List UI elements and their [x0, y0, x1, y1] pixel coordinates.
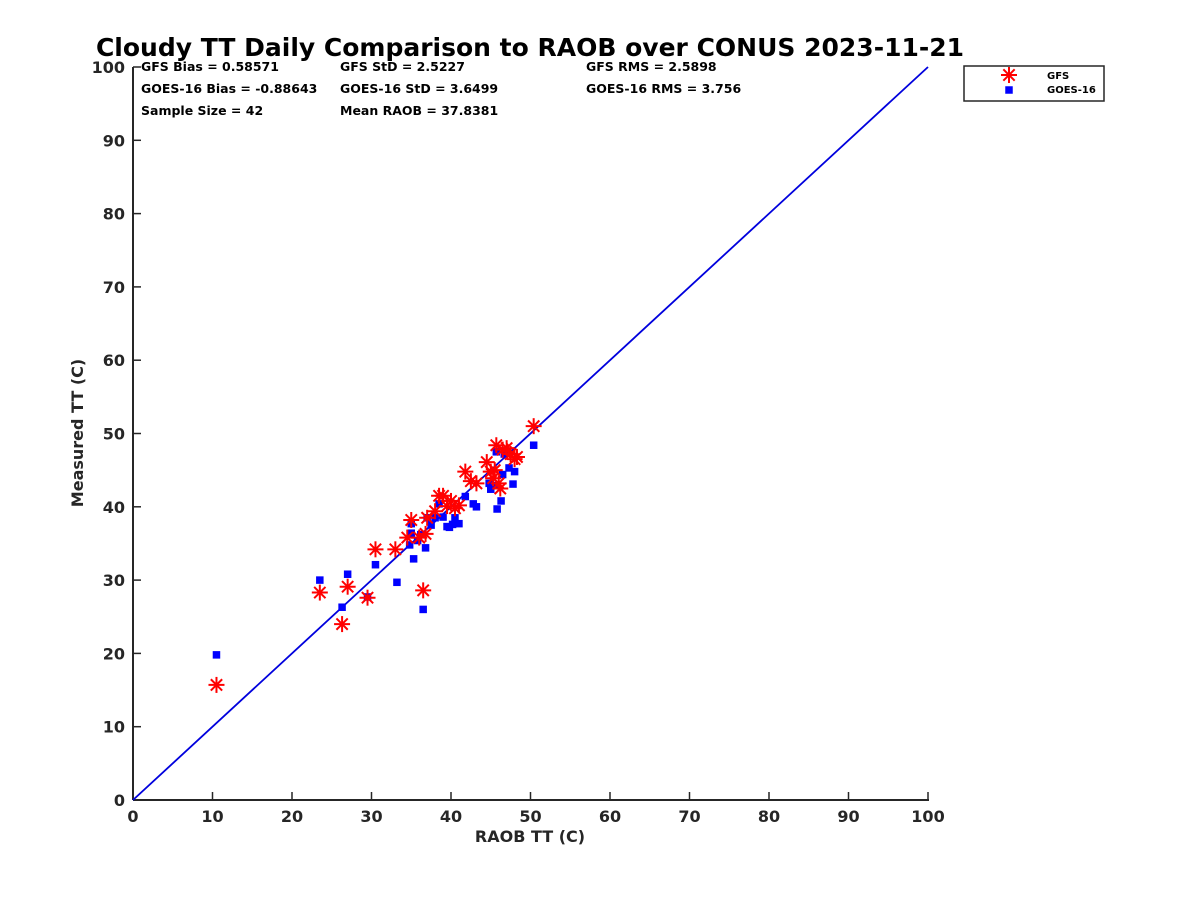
goes-rms-text: GOES-16 RMS = 3.756: [586, 81, 741, 96]
goes16-point: [498, 470, 507, 479]
goes16-point: [343, 570, 352, 578]
gfs-point: [486, 462, 503, 479]
goes16-point: [393, 578, 401, 587]
y-tick-label: 0: [114, 791, 125, 810]
goes16-point: [448, 520, 457, 529]
goes16-point: [371, 560, 380, 569]
y-tick-label: 50: [103, 425, 125, 444]
legend: GFS GOES-16: [963, 65, 1105, 102]
gfs-point: [387, 541, 404, 558]
goes16-point: [472, 503, 481, 511]
x-tick-label: 20: [281, 807, 303, 826]
goes16-point: [405, 541, 414, 549]
y-axis-label: Measured TT (C): [68, 359, 87, 507]
goes16-point: [451, 514, 459, 522]
goes16-point: [427, 521, 435, 529]
goes16-point: [505, 464, 513, 472]
y-ticks: 0 10 20 30 40 50 60 70 80 90 100: [92, 58, 141, 810]
x-tick-label: 10: [201, 807, 223, 826]
gfs-series: [208, 418, 542, 693]
gfs-point: [525, 418, 542, 435]
statistics-block: GFS Bias = 0.58571 GFS StD = 2.5227 GFS …: [141, 59, 741, 118]
y-tick-label: 20: [103, 644, 125, 663]
gfs-point: [419, 509, 436, 526]
x-axis-label: RAOB TT (C): [475, 827, 585, 846]
goes16-point: [455, 519, 463, 528]
y-tick-label: 60: [103, 351, 125, 370]
gfs-rms-text: GFS RMS = 2.5898: [586, 59, 717, 74]
goes16-point: [439, 513, 447, 521]
x-tick-label: 30: [360, 807, 382, 826]
y-tick-label: 30: [103, 571, 125, 590]
gfs-point: [311, 584, 328, 601]
legend-gfs-asterisk: [1001, 67, 1017, 83]
gfs-point: [450, 497, 467, 514]
goes16-point: [529, 441, 538, 449]
legend-goes16-square: [1005, 86, 1013, 94]
legend-box: [963, 65, 1105, 102]
goes16-point: [212, 651, 221, 659]
gfs-point: [508, 448, 525, 465]
goes16-point: [461, 492, 470, 501]
goes16-point: [419, 605, 427, 614]
gfs-point: [417, 525, 434, 542]
gfs-point: [367, 541, 384, 558]
goes-std-text: GOES-16 StD = 3.6499: [340, 81, 498, 96]
x-tick-label: 70: [678, 807, 700, 826]
one-to-one-reference-line: [132, 66, 929, 801]
y-tick-label: 10: [103, 718, 125, 737]
goes-bias-text: GOES-16 Bias = -0.88643: [141, 81, 317, 96]
goes16-point: [409, 555, 418, 563]
legend-gfs-marker: [1001, 67, 1017, 83]
gfs-std-text: GFS StD = 2.5227: [340, 59, 465, 74]
x-tick-label: 80: [758, 807, 780, 826]
gfs-point: [208, 676, 225, 693]
goes16-point: [497, 497, 505, 505]
x-tick-label: 40: [440, 807, 462, 826]
x-tick-label: 100: [911, 807, 944, 826]
legend-gfs-label: GFS: [1047, 71, 1069, 82]
y-tick-label: 70: [103, 278, 125, 297]
y-tick-label: 80: [103, 205, 125, 224]
goes16-point: [510, 467, 519, 476]
x-tick-label: 60: [599, 807, 621, 826]
mean-raob-text: Mean RAOB = 37.8381: [340, 103, 498, 118]
gfs-point: [339, 578, 356, 595]
gfs-point: [415, 582, 432, 599]
goes16-point: [338, 603, 346, 611]
chart-title: Cloudy TT Daily Comparison to RAOB over …: [96, 33, 964, 62]
legend-goes16-marker: [1005, 86, 1013, 94]
x-tick-label: 90: [837, 807, 859, 826]
gfs-point: [427, 503, 444, 520]
goes16-point: [421, 544, 430, 552]
gfs-point: [403, 511, 420, 528]
goes16-point: [435, 500, 443, 508]
y-tick-label: 90: [103, 131, 125, 150]
gfs-point: [334, 616, 351, 633]
goes16-point: [490, 481, 499, 490]
gfs-point: [492, 480, 509, 497]
goes16-point: [487, 485, 495, 493]
y-tick-label: 100: [92, 58, 125, 77]
gfs-bias-text: GFS Bias = 0.58571: [141, 59, 279, 74]
gfs-point: [359, 589, 376, 606]
goes16-point: [493, 505, 501, 513]
goes16-point: [509, 480, 517, 488]
gfs-point: [468, 475, 485, 492]
legend-goes16-label: GOES-16: [1047, 85, 1096, 96]
x-ticks: 0 10 20 30 40 50 60 70 80 90 100: [127, 792, 945, 826]
sample-size-text: Sample Size = 42: [141, 103, 263, 118]
goes16-point: [316, 576, 324, 584]
x-tick-label: 0: [127, 807, 138, 826]
y-tick-label: 40: [103, 498, 125, 517]
x-tick-label: 50: [519, 807, 541, 826]
